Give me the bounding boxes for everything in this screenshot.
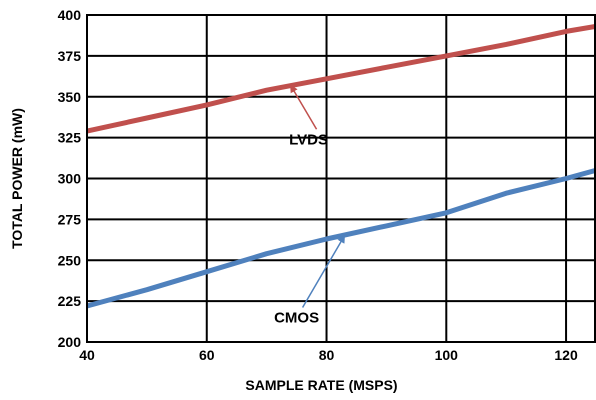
series-lines (86, 23, 596, 309)
y-tick-label-225: 225 (58, 293, 82, 309)
annotation-label-cmos: CMOS (274, 309, 319, 326)
x-tick-label-80: 80 (319, 347, 335, 363)
tick-labels: 40 60 80 100 120 200 225 250 275 300 325 350 375 400 (58, 7, 578, 363)
y-tick-label-200: 200 (58, 334, 82, 350)
annotation-label-lvds: LVDS (289, 131, 328, 148)
series-line-cmos (86, 167, 596, 309)
y-tick-label-325: 325 (58, 130, 82, 146)
y-tick-label-300: 300 (58, 171, 82, 187)
x-tick-label-120: 120 (554, 347, 578, 363)
y-tick-label-375: 375 (58, 48, 82, 64)
grid (87, 15, 596, 342)
y-tick-label-400: 400 (58, 7, 82, 23)
annotation-arrow-cmos (301, 234, 346, 308)
x-axis-title: SAMPLE RATE (MSPS) (245, 377, 397, 393)
y-tick-label-350: 350 (58, 89, 82, 105)
series-line-lvds (86, 23, 596, 134)
plot-frame (86, 14, 596, 343)
x-tick-label-100: 100 (435, 347, 459, 363)
annotations: LVDS CMOS (274, 84, 346, 326)
y-tick-label-275: 275 (58, 211, 82, 227)
annotation-arrow-lvds (289, 84, 318, 130)
x-tick-label-40: 40 (79, 347, 95, 363)
y-axis-title: TOTAL POWER (mW) (9, 108, 25, 249)
x-tick-label-60: 60 (199, 347, 215, 363)
y-tick-label-250: 250 (58, 252, 82, 268)
